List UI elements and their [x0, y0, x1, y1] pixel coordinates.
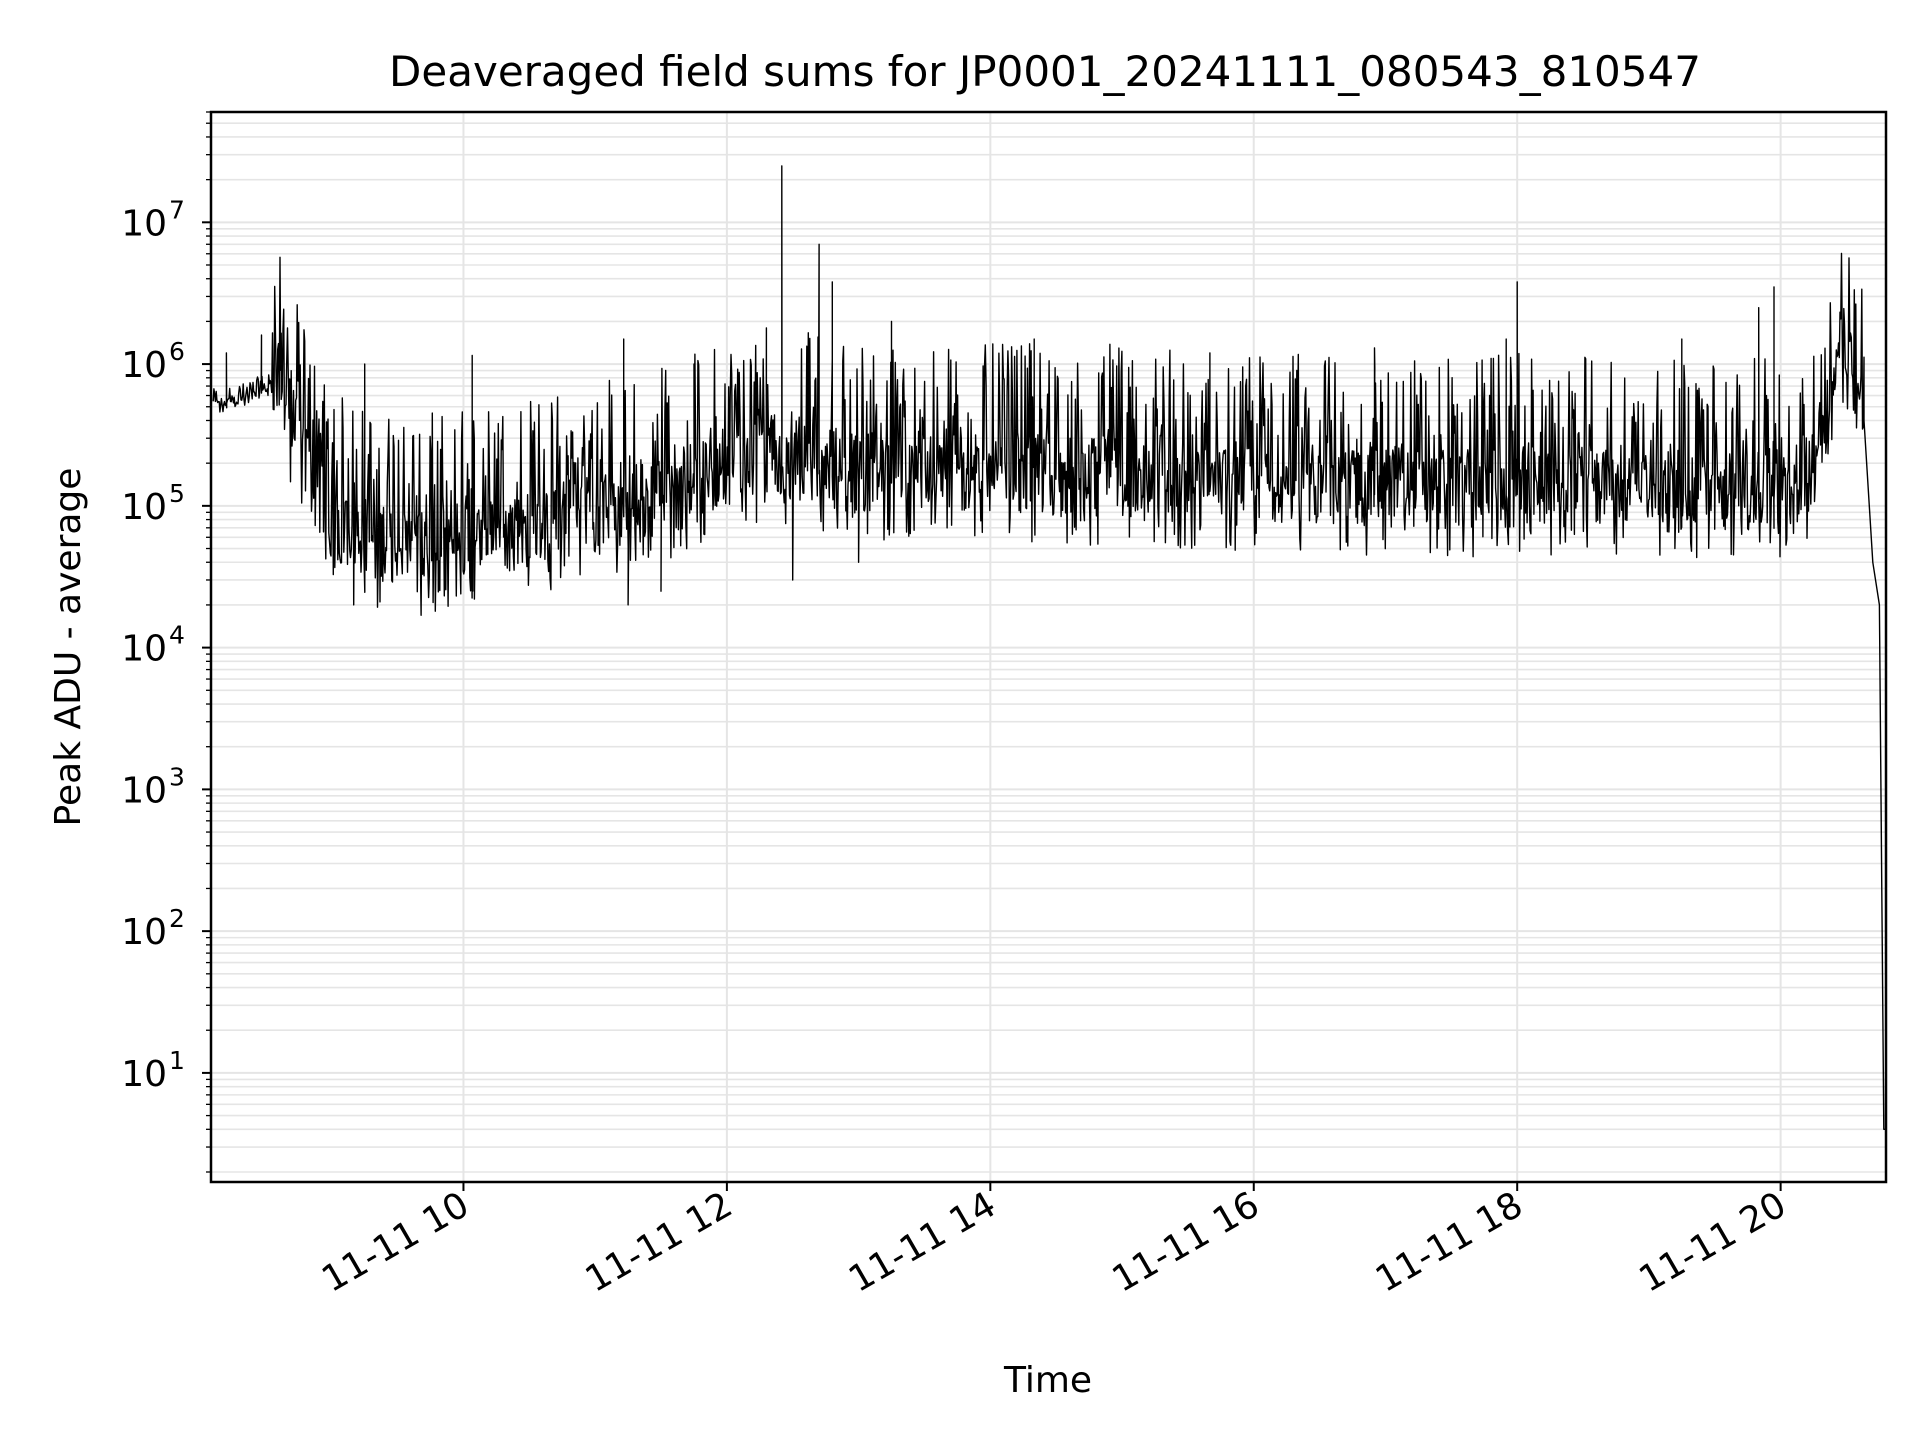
x-tick-label: 11-11 14 [842, 1184, 1003, 1300]
y-tick-label: 10 [121, 487, 167, 528]
y-tick-exponent: 4 [169, 621, 185, 650]
x-axis: 11-11 10 11-11 12 11-11 14 11-11 16 11-11 18… [315, 1182, 1793, 1301]
y-tick-exponent: 3 [169, 762, 185, 791]
data-series-line [212, 165, 1886, 1130]
y-tick-label: 10 [121, 345, 167, 386]
x-axis-label: Time [1003, 1360, 1092, 1401]
y-tick-label: 10 [121, 1054, 167, 1095]
y-tick-label: 10 [121, 912, 167, 953]
y-axis-label: Peak ADU - average [48, 468, 89, 827]
x-tick-label: 11-11 20 [1632, 1184, 1793, 1300]
y-tick-exponent: 1 [169, 1046, 185, 1075]
y-tick-exponent: 6 [169, 337, 185, 366]
x-tick-label: 11-11 12 [579, 1184, 740, 1300]
y-tick-exponent: 7 [169, 195, 185, 224]
y-tick-label: 10 [121, 629, 167, 670]
x-tick-label: 11-11 10 [315, 1184, 476, 1300]
grid-lines [211, 111, 1886, 1182]
y-tick-label: 10 [121, 770, 167, 811]
chart-title: Deaveraged field sums for JP0001_2024111… [389, 47, 1701, 96]
y-tick-exponent: 5 [169, 479, 185, 508]
y-tick-label: 10 [121, 203, 167, 244]
x-tick-label: 11-11 18 [1369, 1184, 1530, 1300]
x-tick-label: 11-11 16 [1106, 1184, 1267, 1300]
y-tick-exponent: 2 [169, 904, 185, 933]
